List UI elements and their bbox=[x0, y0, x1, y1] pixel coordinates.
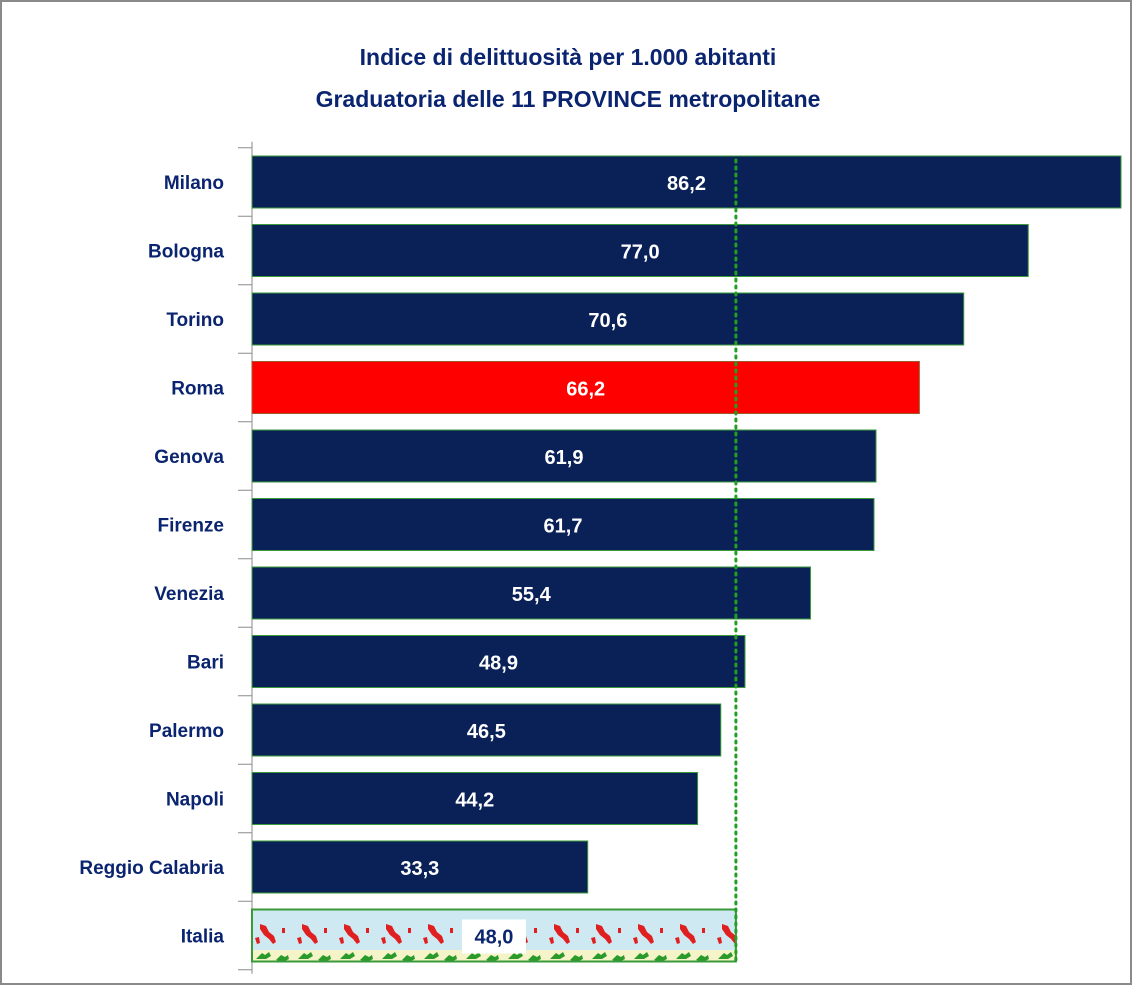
category-label: Firenze bbox=[157, 516, 224, 537]
value-label: 44,2 bbox=[455, 790, 494, 812]
value-label: 61,9 bbox=[545, 447, 584, 469]
category-label: Roma bbox=[171, 379, 224, 400]
value-label: 86,2 bbox=[667, 173, 706, 195]
bar-firenze bbox=[251, 498, 875, 551]
italia-value-box bbox=[461, 919, 526, 954]
chart-title: Indice di delittuosità per 1.000 abitant… bbox=[359, 44, 777, 70]
value-label: 48,9 bbox=[479, 653, 518, 675]
category-label: Reggio Calabria bbox=[79, 858, 224, 879]
value-label: 77,0 bbox=[621, 242, 660, 264]
category-label: Bari bbox=[187, 653, 224, 674]
bar-bari bbox=[251, 635, 746, 688]
value-label: 66,2 bbox=[566, 379, 605, 401]
category-label: Venezia bbox=[154, 584, 224, 605]
bar-milano bbox=[251, 155, 1122, 209]
bar-napoli bbox=[251, 772, 699, 825]
bar-torino bbox=[251, 292, 965, 346]
bar-bologna bbox=[251, 224, 1029, 277]
category-label: Milano bbox=[164, 173, 224, 194]
value-label: 55,4 bbox=[512, 584, 552, 606]
category-label: Italia bbox=[181, 927, 225, 948]
bar-reggio-calabria bbox=[251, 840, 589, 894]
category-label: Bologna bbox=[148, 242, 224, 263]
bar-palermo bbox=[251, 703, 722, 757]
category-label: Palermo bbox=[149, 721, 224, 742]
bar-genova bbox=[251, 429, 877, 483]
value-label: 61,7 bbox=[544, 516, 583, 538]
value-label: 48,0 bbox=[474, 927, 513, 949]
value-label: 70,6 bbox=[588, 310, 627, 332]
category-label: Torino bbox=[166, 310, 224, 331]
chart-subtitle: Graduatoria delle 11 PROVINCE metropolit… bbox=[315, 86, 821, 112]
value-label: 33,3 bbox=[400, 858, 439, 880]
value-label: 46,5 bbox=[467, 721, 506, 743]
category-label: Napoli bbox=[166, 790, 224, 811]
bar-roma bbox=[251, 361, 920, 414]
bar-venezia bbox=[251, 566, 811, 620]
category-label: Genova bbox=[154, 447, 224, 468]
